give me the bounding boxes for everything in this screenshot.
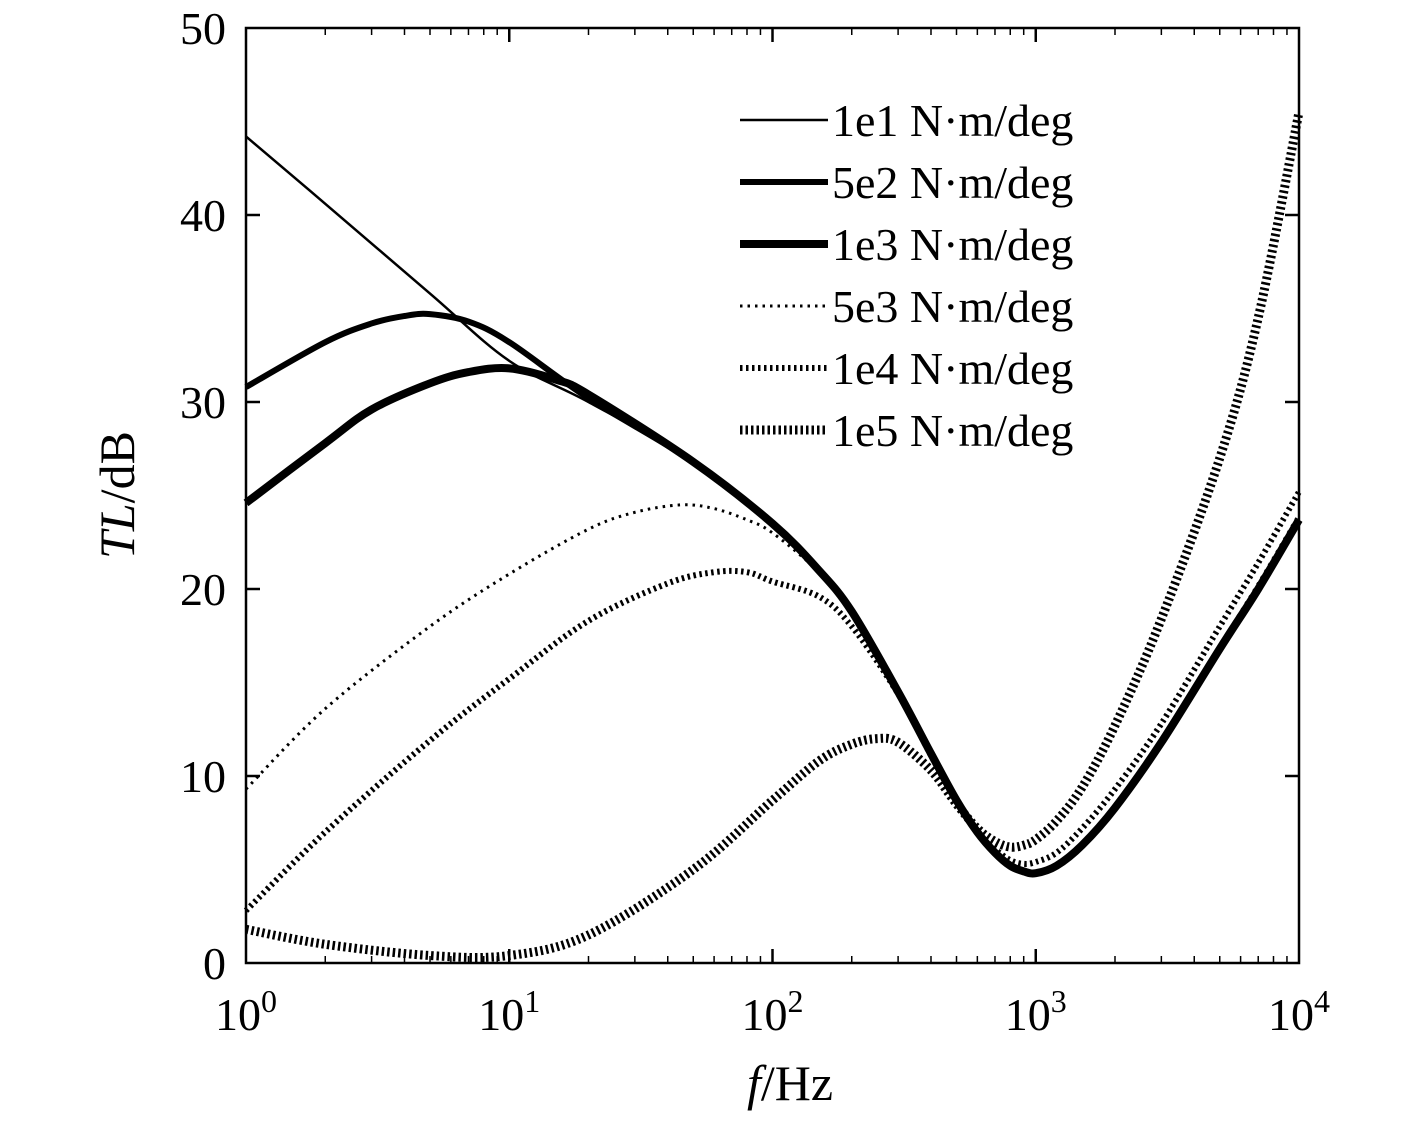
x-axis-title: f/Hz	[747, 1055, 833, 1111]
x-tick-label: 101	[478, 983, 540, 1040]
y-tick-label: 30	[180, 377, 226, 428]
y-tick-label: 50	[180, 3, 226, 54]
legend-label-2: 5e2 N·m/deg	[832, 157, 1073, 208]
y-axis-title: TL/dB	[89, 431, 145, 559]
y-tick-label: 20	[180, 564, 226, 615]
legend-label-6: 1e5 N·m/deg	[832, 405, 1073, 456]
series-line-4	[244, 503, 1301, 874]
x-tick-label: 104	[1268, 983, 1330, 1040]
legend-label-1: 1e1 N·m/deg	[832, 95, 1073, 146]
y-tick-label: 0	[203, 938, 226, 989]
series-line-5	[243, 490, 1302, 913]
y-tick-label: 10	[180, 751, 226, 802]
legend: 1e1 N·m/deg 5e2 N·m/deg 1e3 N·m/deg 5e3 N·m…	[740, 95, 1073, 456]
legend-label-4: 5e3 N·m/deg	[832, 281, 1073, 332]
legend-label-5: 1e4 N·m/deg	[832, 343, 1073, 394]
plot-frame	[244, 26, 1301, 965]
x-tick-label: 102	[742, 983, 804, 1040]
series-group	[243, 111, 1304, 963]
y-tick-label: 40	[180, 190, 226, 241]
x-tick-label: 100	[215, 983, 277, 1040]
series-line-6	[245, 111, 1304, 963]
tick-group: 100 101 102 103 104 0 10 20 30 40 50	[180, 3, 1330, 1040]
x-tick-label: 103	[1005, 983, 1067, 1040]
legend-label-3: 1e3 N·m/deg	[832, 219, 1073, 270]
